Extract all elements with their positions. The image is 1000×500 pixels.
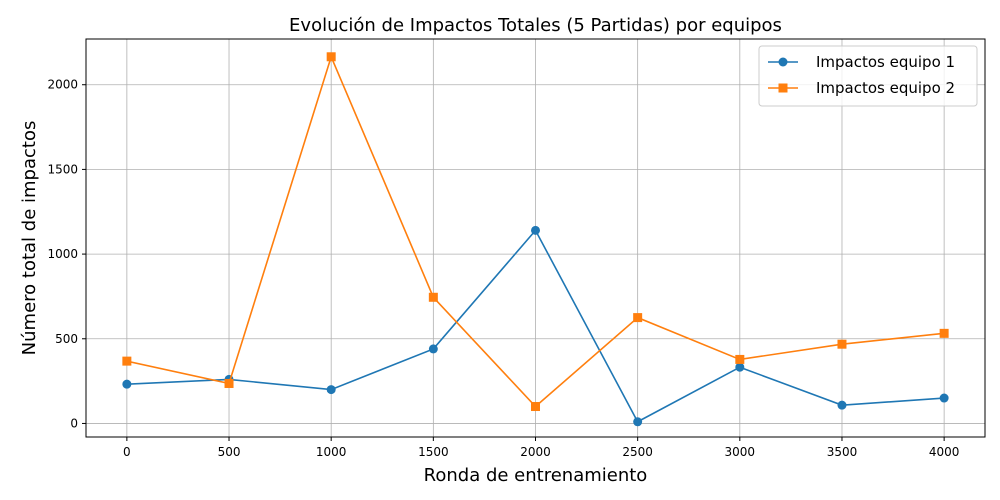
data-point (428, 292, 438, 302)
x-tick-label: 1500 (418, 445, 449, 459)
data-point (428, 344, 438, 354)
x-tick-label: 2000 (520, 445, 551, 459)
legend-label: Impactos equipo 1 (816, 53, 955, 71)
x-axis: 0 500 1000 1500 2000 2500 3000 3500 4000 (123, 437, 959, 459)
data-point (633, 417, 643, 427)
data-point (939, 393, 949, 403)
x-axis-title: Ronda de entrenamiento (424, 465, 648, 486)
legend-label: Impactos equipo 2 (816, 79, 955, 97)
data-point (633, 313, 643, 323)
y-tick-label: 1000 (47, 247, 78, 261)
series-2 (122, 52, 949, 412)
data-point (837, 339, 847, 349)
data-point (531, 225, 540, 235)
data-point (224, 378, 234, 388)
y-axis-title: Número total de impactos (19, 121, 40, 356)
data-point (837, 400, 847, 410)
x-tick-label: 3000 (725, 445, 756, 459)
data-point (122, 356, 132, 366)
data-point (531, 402, 540, 412)
legend-box (758, 45, 978, 107)
y-tick-label: 0 (70, 416, 78, 430)
legend-marker (778, 57, 788, 67)
data-point (122, 379, 132, 389)
x-tick-label: 4000 (929, 445, 960, 459)
data-point (735, 362, 745, 372)
data-point (939, 328, 949, 338)
y-axis: 0 500 1000 1500 2000 (47, 78, 86, 430)
chart-title: Evolución de Impactos Totales (5 Partida… (289, 15, 782, 36)
legend-marker (778, 83, 788, 93)
x-tick-label: 2500 (622, 445, 653, 459)
legend-item: Impactos equipo 1 (768, 53, 955, 71)
x-tick-label: 500 (218, 445, 241, 459)
legend: Impactos equipo 1 Impactos equipo 2 (758, 45, 978, 107)
y-tick-label: 2000 (47, 78, 78, 92)
data-point (735, 354, 745, 364)
series-layer (122, 52, 949, 427)
data-point (326, 52, 336, 62)
data-point (326, 385, 336, 395)
y-tick-label: 500 (55, 332, 78, 346)
x-tick-label: 3500 (827, 445, 858, 459)
y-tick-label: 1500 (47, 162, 78, 176)
x-tick-label: 0 (123, 445, 131, 459)
legend-item: Impactos equipo 2 (768, 79, 955, 97)
x-tick-label: 1000 (316, 445, 347, 459)
